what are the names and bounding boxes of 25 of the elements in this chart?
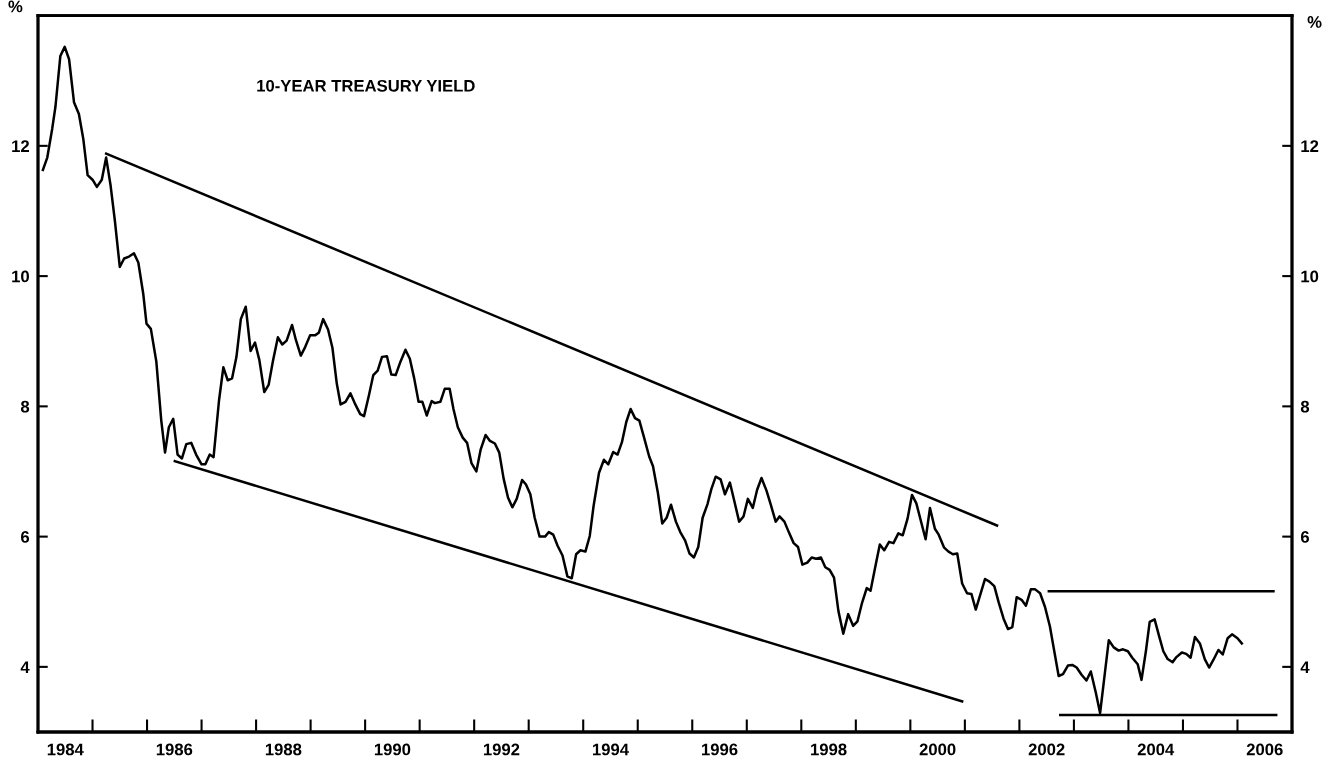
y-tick-label: 12 — [12, 140, 29, 152]
x-tick-label: 1996 — [702, 743, 738, 756]
x-tick-label: 2000 — [919, 743, 956, 756]
y-tick-label: 8 — [20, 400, 30, 413]
y2-tick-label: 6 — [1300, 531, 1309, 543]
y2-tick-label: 12 — [1301, 140, 1319, 152]
y2-tick-label: 10 — [1301, 270, 1319, 283]
x-tick-label: 1998 — [811, 743, 847, 756]
y-axis-title: % — [8, 0, 23, 13]
x-tick-label: 1988 — [265, 743, 302, 756]
x-tick-label: 2006 — [1246, 743, 1283, 756]
y2-axis-title: % — [1307, 16, 1322, 28]
x-tick-label: 1986 — [156, 743, 193, 756]
y-tick-label: 6 — [21, 531, 30, 543]
x-tick-label: 1994 — [592, 743, 629, 756]
text: 10-YEAR TREASURY YIELD — [257, 79, 475, 92]
x-tick-label: 2004 — [1137, 743, 1175, 756]
x-tick-label: 2002 — [1028, 743, 1065, 756]
y-tick-label: 10 — [12, 270, 29, 283]
y2-tick-label: 4 — [1300, 661, 1310, 673]
x-tick-label: 1992 — [483, 743, 520, 756]
y-tick-label: 4 — [20, 661, 30, 673]
y2-tick-label: 8 — [1300, 400, 1310, 413]
x-tick-label: 1990 — [374, 743, 411, 756]
x-tick-label: 1984 — [47, 743, 84, 756]
